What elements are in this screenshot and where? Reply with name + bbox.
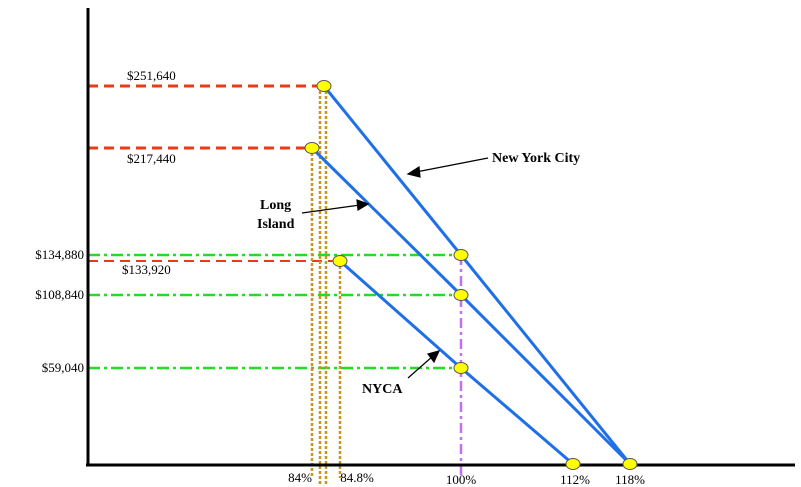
series-line-long-island	[310, 146, 632, 466]
x-tick-118: 118%	[615, 472, 645, 487]
red-guide-lines	[88, 84, 338, 262]
arrow-long-island-head	[356, 199, 370, 212]
annotation-arrows	[301, 157, 489, 379]
label-108840: $108,840	[35, 287, 84, 302]
point-nyca-112	[565, 458, 581, 470]
point-nyca-86	[332, 255, 348, 267]
arrow-new-york-city	[415, 157, 489, 173]
arrow-nyca	[407, 355, 434, 379]
series-label-long-island-line1: Long	[260, 198, 291, 213]
series-label-long-island-line2: Island	[257, 217, 295, 232]
point-nyc-li-118	[622, 458, 638, 470]
markers	[304, 80, 638, 470]
point-li-100	[453, 289, 469, 301]
point-nyc-100	[453, 249, 469, 261]
arrow-new-york-city-head	[406, 165, 421, 178]
point-li-84	[304, 142, 320, 154]
label-217440: $217,440	[127, 151, 176, 166]
x-tick-100: 100%	[446, 472, 477, 487]
point-nyc-84-8	[316, 80, 332, 92]
point-nyca-100	[453, 362, 469, 374]
label-59040: $59,040	[42, 360, 84, 375]
x-tick-84-8: 84.8%	[340, 470, 374, 485]
series-label-new-york-city: New York City	[492, 151, 580, 166]
series-line-new-york-city	[322, 85, 632, 465]
x-tick-84: 84%	[288, 470, 312, 485]
series-label-nyca: NYCA	[362, 382, 403, 397]
label-134880: $134,880	[35, 247, 84, 262]
arrow-long-island	[301, 204, 361, 214]
arrow-nyca-head	[426, 350, 441, 364]
gold-guide-lines	[310, 86, 342, 484]
green-guide-lines	[88, 253, 460, 370]
label-251640: $251,640	[127, 68, 176, 83]
label-133920: $133,920	[122, 262, 171, 277]
x-tick-112: 112%	[560, 472, 590, 487]
